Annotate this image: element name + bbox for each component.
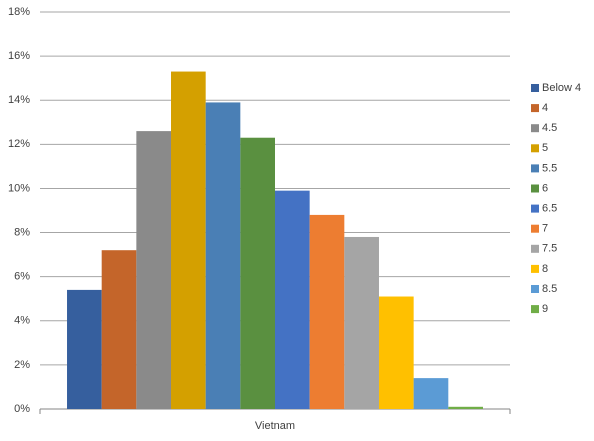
y-tick-label: 8% (14, 226, 30, 238)
y-tick-label: 14% (8, 94, 30, 106)
legend-swatch (531, 164, 539, 173)
y-tick-label: 12% (8, 138, 30, 150)
legend-swatch (531, 305, 539, 314)
bar (171, 71, 206, 410)
legend-label: 7 (542, 223, 548, 235)
y-tick-label: 0% (14, 403, 30, 415)
legend-label: 8.5 (542, 283, 557, 295)
bar (275, 190, 310, 409)
bar (344, 236, 379, 409)
y-tick-label: 16% (8, 50, 30, 62)
bar (67, 289, 102, 409)
legend-swatch (531, 124, 539, 133)
legend-label: 8 (542, 263, 548, 275)
y-tick-label: 6% (14, 271, 30, 283)
bar (378, 296, 414, 409)
legend-swatch (531, 264, 539, 273)
legend-label: 5 (542, 142, 548, 154)
legend-label: 4.5 (542, 122, 557, 134)
legend-label: 5.5 (542, 162, 557, 174)
y-tick-label: 10% (8, 182, 30, 194)
legend-swatch (531, 184, 539, 193)
bar (101, 250, 137, 409)
bar (240, 137, 275, 409)
y-tick-label: 18% (8, 6, 30, 18)
legend-label: 4 (542, 102, 548, 114)
legend-label: 6.5 (542, 203, 557, 215)
bar (413, 378, 449, 409)
legend-label: Below 4 (542, 82, 581, 94)
bar (205, 102, 241, 409)
bar (309, 214, 345, 409)
bar (136, 131, 172, 409)
legend-swatch (531, 204, 539, 213)
legend-swatch (531, 144, 539, 153)
legend-swatch (531, 84, 539, 92)
legend-label: 7.5 (542, 243, 557, 255)
legend-swatch (531, 285, 539, 293)
legend-swatch (531, 104, 539, 113)
legend-swatch (531, 224, 539, 233)
bar (448, 406, 483, 409)
y-tick-label: 2% (14, 359, 30, 371)
legend-label: 6 (542, 182, 548, 194)
legend-swatch (531, 244, 539, 253)
legend-label: 9 (542, 303, 548, 315)
y-tick-label: 4% (14, 315, 30, 327)
x-tick-label: Vietnam (255, 420, 295, 432)
